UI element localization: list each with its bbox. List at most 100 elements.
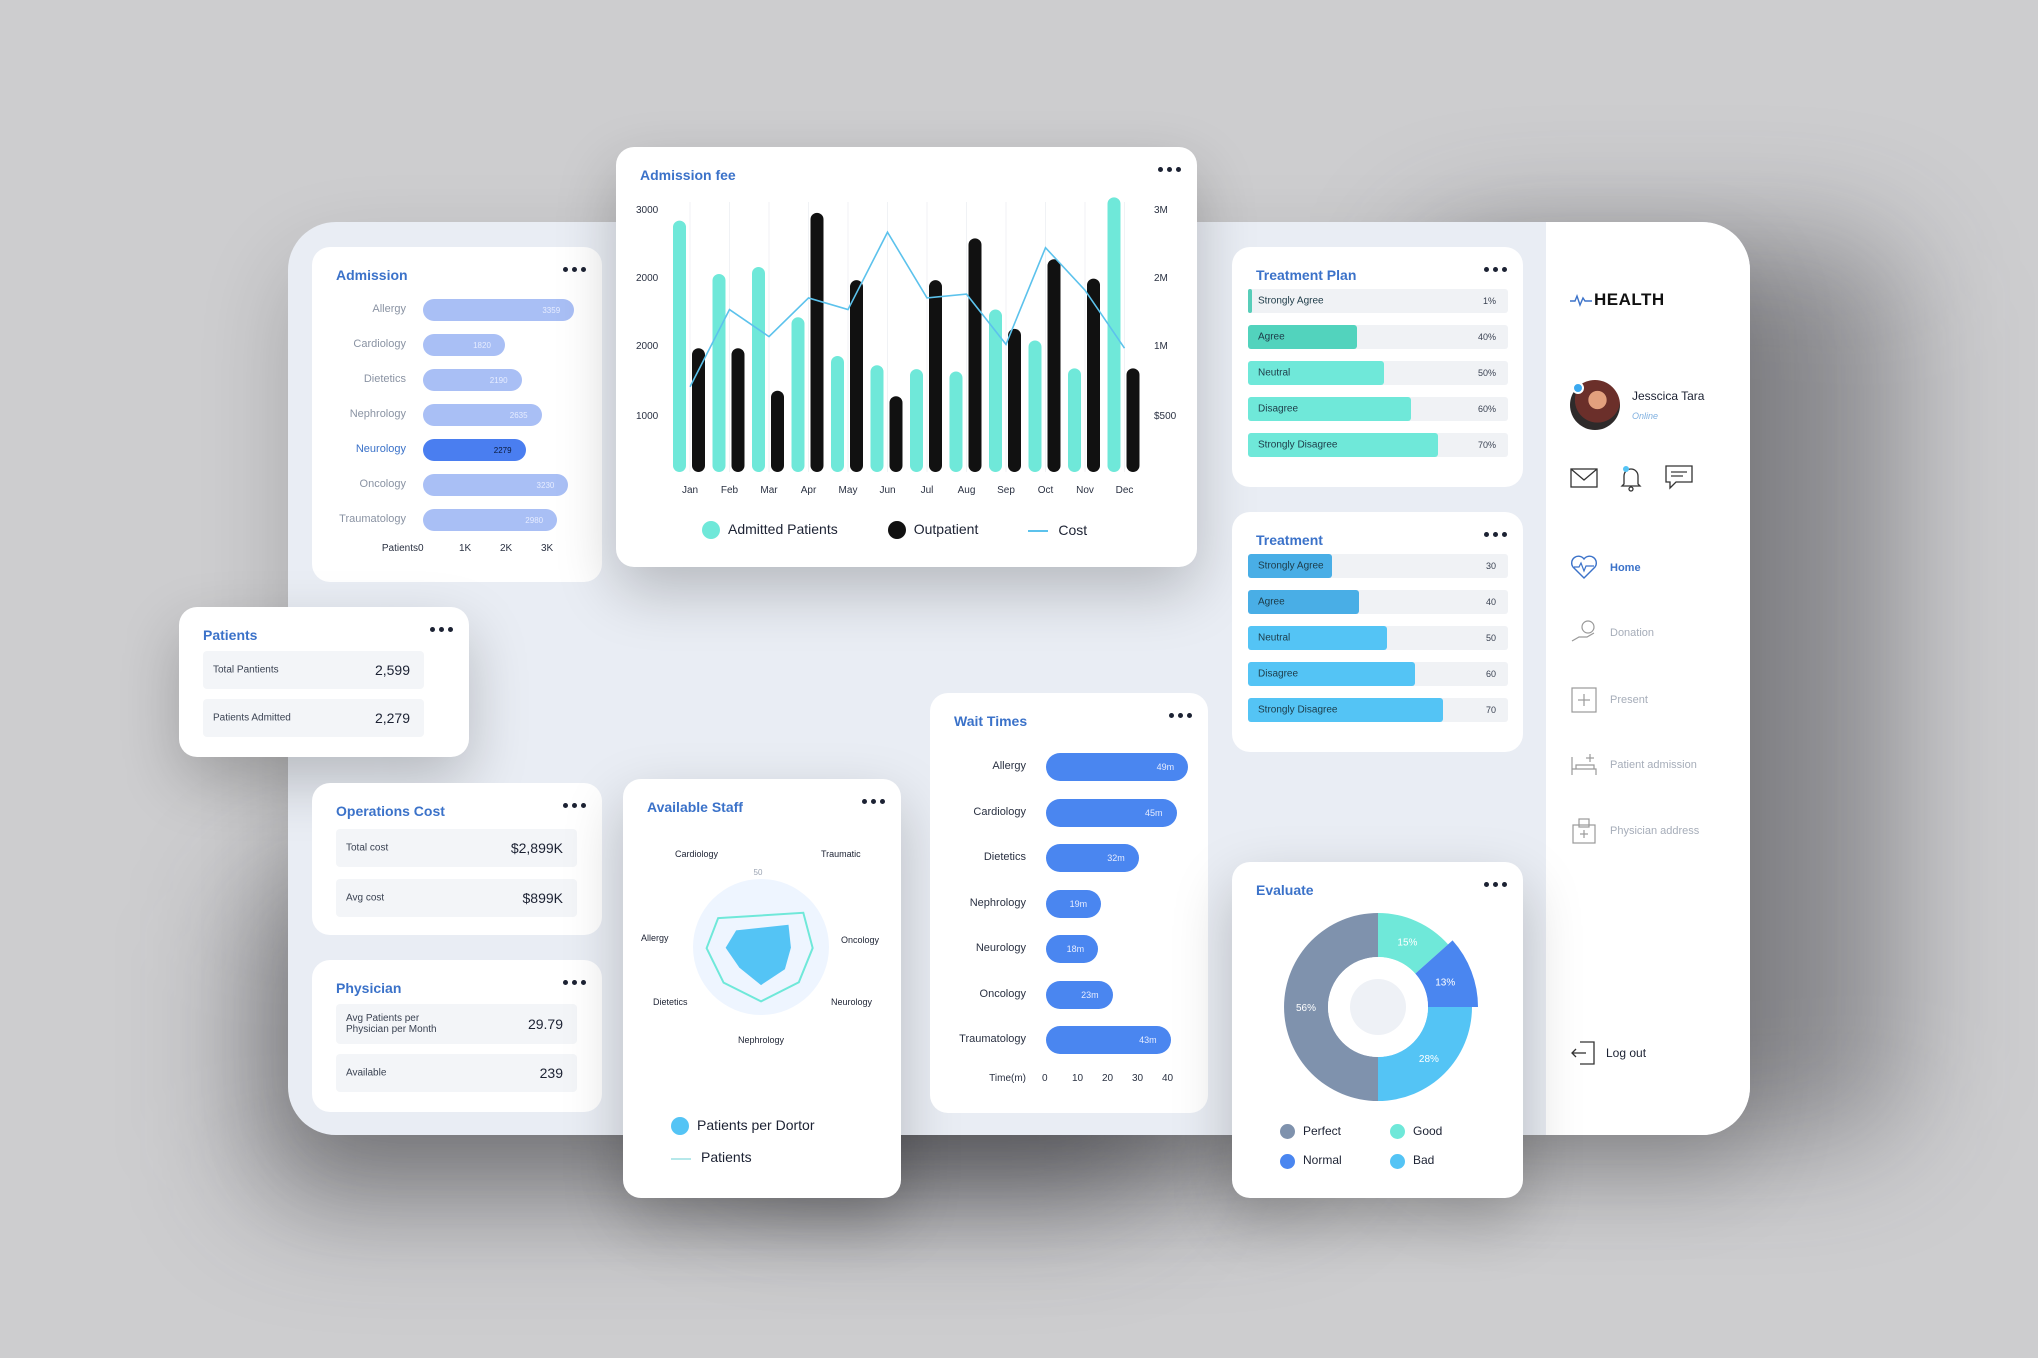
treatment-plan-row[interactable]: Neutral 50%: [1248, 361, 1508, 385]
bar-outpatient[interactable]: [850, 280, 863, 472]
bar-outpatient[interactable]: [692, 348, 705, 472]
legend-item[interactable]: Patients: [671, 1149, 815, 1165]
legend-item[interactable]: Good: [1390, 1124, 1500, 1140]
treatment-plan-row[interactable]: Strongly Disagree 70%: [1248, 433, 1508, 457]
donut-slice-good[interactable]: [1378, 913, 1449, 974]
more-options-icon[interactable]: [1169, 713, 1192, 718]
bar[interactable]: 2980: [423, 509, 558, 531]
bar-value: 1820: [473, 340, 491, 350]
bar[interactable]: 43m: [1046, 1026, 1171, 1054]
treatment-plan-row[interactable]: Strongly Agree 1%: [1248, 289, 1508, 313]
legend-item[interactable]: Normal: [1280, 1153, 1390, 1169]
bar[interactable]: 2635: [423, 404, 542, 426]
more-options-icon[interactable]: [862, 799, 885, 804]
donut-slice-bad[interactable]: [1378, 1007, 1472, 1101]
evaluate-donut-chart: 15% 13% 28% 56%: [1284, 913, 1478, 1101]
sidebar-item-physician-address[interactable]: Physician address: [1570, 817, 1699, 845]
chat-icon[interactable]: [1664, 464, 1694, 492]
admission-card: Admission Allergy 3359 Cardiology 1820 Diete…: [312, 247, 602, 582]
more-options-icon[interactable]: [563, 267, 586, 272]
bar-label: Strongly Disagree: [1258, 439, 1338, 451]
bar-admitted[interactable]: [910, 369, 923, 472]
more-options-icon[interactable]: [1484, 532, 1507, 537]
bar[interactable]: 3359: [423, 299, 575, 321]
more-options-icon[interactable]: [430, 627, 453, 632]
brand-name: HEALTH: [1594, 290, 1665, 309]
logout-button[interactable]: Log out: [1570, 1040, 1646, 1066]
x-tick-label: Sep: [997, 485, 1015, 496]
tick-label: 3K: [541, 543, 554, 554]
sidebar-item-present[interactable]: Present: [1570, 686, 1648, 714]
bar-outpatient[interactable]: [929, 280, 942, 472]
brand[interactable]: HEALTH: [1570, 290, 1665, 310]
more-options-icon[interactable]: [563, 803, 586, 808]
bar-outpatient[interactable]: [889, 396, 903, 472]
bar-admitted[interactable]: [1107, 197, 1121, 472]
bar-outpatient[interactable]: [968, 238, 982, 472]
bar-admitted[interactable]: [712, 273, 726, 472]
donut-slice-normal[interactable]: [1415, 940, 1478, 1007]
stat-value: 2,279: [374, 710, 410, 726]
bar[interactable]: 32m: [1046, 844, 1139, 872]
more-options-icon[interactable]: [1484, 882, 1507, 887]
legend-item[interactable]: Perfect: [1280, 1124, 1390, 1140]
bar-outpatient[interactable]: [810, 212, 824, 472]
more-options-icon[interactable]: [563, 980, 586, 985]
donut-slice-perfect[interactable]: [1284, 913, 1378, 1101]
bar-admitted[interactable]: [1068, 368, 1081, 472]
legend-item[interactable]: Patients per Dortor: [671, 1117, 815, 1136]
bar[interactable]: 19m: [1046, 889, 1102, 918]
bar[interactable]: 1820: [423, 334, 505, 356]
bar-admitted[interactable]: [831, 355, 844, 472]
bar-outpatient[interactable]: [1047, 259, 1061, 472]
treatment-row[interactable]: Agree 40: [1248, 590, 1508, 614]
treatment-row[interactable]: Strongly Disagree 70: [1248, 698, 1508, 722]
bar-admitted[interactable]: [752, 267, 765, 472]
bar-admitted[interactable]: [870, 365, 884, 472]
bar[interactable]: 49m: [1046, 753, 1189, 781]
radar-series-patients-per-doctor[interactable]: [725, 924, 791, 986]
bar[interactable]: 18m: [1046, 935, 1099, 963]
treatment-row[interactable]: Neutral 50: [1248, 626, 1508, 650]
bar[interactable]: 2190: [423, 369, 522, 391]
bar-admitted[interactable]: [1028, 340, 1042, 473]
bar-outpatient[interactable]: [1126, 368, 1140, 472]
treatment-plan-row[interactable]: Disagree 60%: [1248, 397, 1508, 421]
bar-admitted[interactable]: [949, 371, 963, 472]
category-label: Allergy: [992, 760, 1026, 772]
bar-outpatient[interactable]: [771, 390, 784, 472]
legend-item[interactable]: Outpatient: [887, 521, 978, 540]
bar[interactable]: 23m: [1046, 980, 1113, 1009]
user-profile[interactable]: Jesscica Tara Online: [1570, 380, 1704, 430]
bar[interactable]: 45m: [1046, 798, 1177, 827]
bar-value: 3359: [542, 305, 561, 315]
treatment-row[interactable]: Strongly Agree 30: [1248, 554, 1508, 578]
mail-icon[interactable]: [1570, 467, 1598, 489]
heart-pulse-icon: [1570, 554, 1598, 582]
avatar: [1570, 380, 1620, 430]
bar[interactable]: 2279: [423, 439, 526, 461]
legend-item[interactable]: Admitted Patients: [702, 521, 838, 540]
sidebar-item-patient-admission[interactable]: Patient admission: [1570, 751, 1697, 779]
bar-admitted[interactable]: [791, 317, 805, 472]
legend-label: Normal: [1303, 1153, 1342, 1168]
cost-line[interactable]: [689, 230, 1126, 388]
bar-admitted[interactable]: [673, 220, 686, 472]
bar-outpatient[interactable]: [1087, 278, 1100, 472]
more-options-icon[interactable]: [1158, 167, 1181, 172]
bell-icon[interactable]: [1618, 464, 1644, 492]
radar-axis-label: Allergy: [641, 933, 669, 943]
bar[interactable]: 3230: [423, 474, 569, 496]
card-title: Physician: [336, 980, 402, 996]
treatment-plan-row[interactable]: Agree 40%: [1248, 325, 1508, 349]
more-options-icon[interactable]: [1484, 267, 1507, 272]
radar-series-patients[interactable]: [705, 911, 814, 1003]
legend-item[interactable]: Bad: [1390, 1153, 1500, 1169]
bar-outpatient[interactable]: [1008, 328, 1021, 472]
sidebar-item-donation[interactable]: Donation: [1570, 619, 1654, 647]
bar-admitted[interactable]: [989, 309, 1002, 472]
treatment-row[interactable]: Disagree 60: [1248, 662, 1508, 686]
bar-outpatient[interactable]: [731, 348, 745, 472]
legend-item[interactable]: Cost: [1028, 522, 1087, 538]
sidebar-item-home[interactable]: Home: [1570, 554, 1641, 582]
